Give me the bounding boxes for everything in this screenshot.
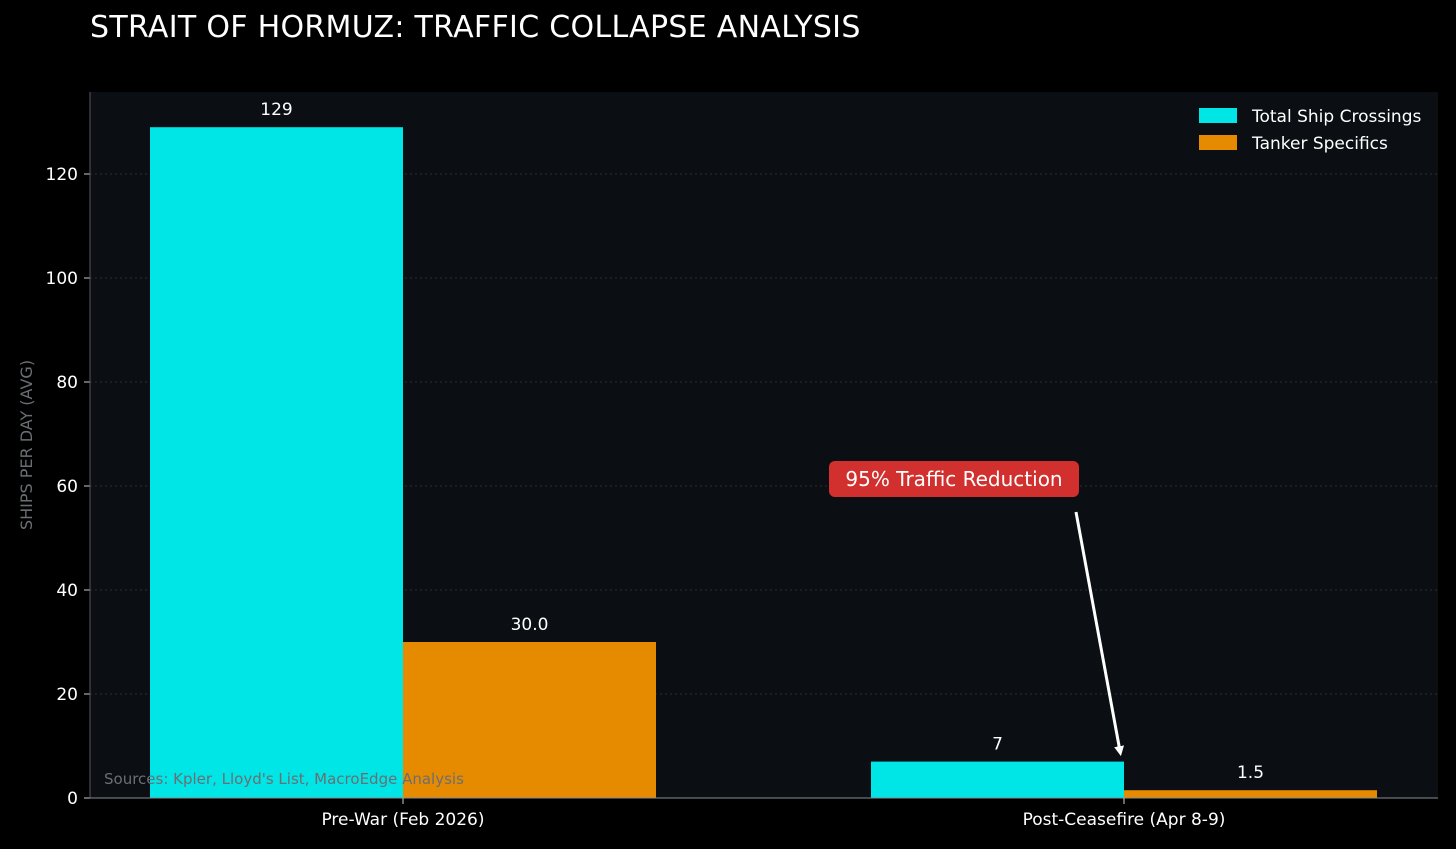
- bar-value-label: 1.5: [1237, 763, 1264, 783]
- axes: 0 20 40 60 80 100 120 Pre-War (Feb 2026) Post-Ce…: [46, 92, 1438, 830]
- y-tick-label: 20: [56, 685, 78, 705]
- annotation-box: [829, 461, 1079, 497]
- legend-label: Tanker Specifics: [1251, 134, 1388, 154]
- value-labels: 129 30.0 7 1.5: [260, 100, 1264, 783]
- source-note: Sources: Kpler, Lloyd's List, MacroEdge …: [104, 770, 464, 788]
- y-tick-label: 80: [56, 373, 78, 393]
- bar-value-label: 7: [992, 735, 1003, 755]
- bar-value-label: 129: [260, 100, 292, 120]
- y-tick-label: 0: [67, 789, 78, 809]
- legend-swatch: [1199, 108, 1237, 123]
- y-tick-label: 40: [56, 581, 78, 601]
- bars: [150, 127, 1377, 798]
- legend-label: Total Ship Crossings: [1251, 107, 1421, 127]
- x-tick-label: Post-Ceasefire (Apr 8-9): [1023, 810, 1226, 830]
- y-tick-label: 100: [46, 269, 78, 289]
- y-tick-label: 60: [56, 477, 78, 497]
- bar: [403, 642, 656, 798]
- annotation-text: 95% Traffic Reduction: [845, 467, 1062, 491]
- bar: [871, 761, 1124, 798]
- bar: [1124, 790, 1377, 798]
- legend: Total Ship Crossings Tanker Specifics: [1199, 107, 1421, 154]
- legend-swatch: [1199, 135, 1237, 150]
- y-axis-label: SHIPS PER DAY (AVG): [17, 360, 36, 530]
- x-tick-label: Pre-War (Feb 2026): [321, 810, 484, 830]
- bar: [150, 127, 403, 798]
- annotation-arrow: [1074, 511, 1125, 757]
- annotation: 95% Traffic Reduction: [829, 461, 1125, 757]
- page-title: STRAIT OF HORMUZ: TRAFFIC COLLAPSE ANALY…: [90, 10, 861, 45]
- bar-value-label: 30.0: [511, 615, 549, 635]
- y-tick-label: 120: [46, 165, 78, 185]
